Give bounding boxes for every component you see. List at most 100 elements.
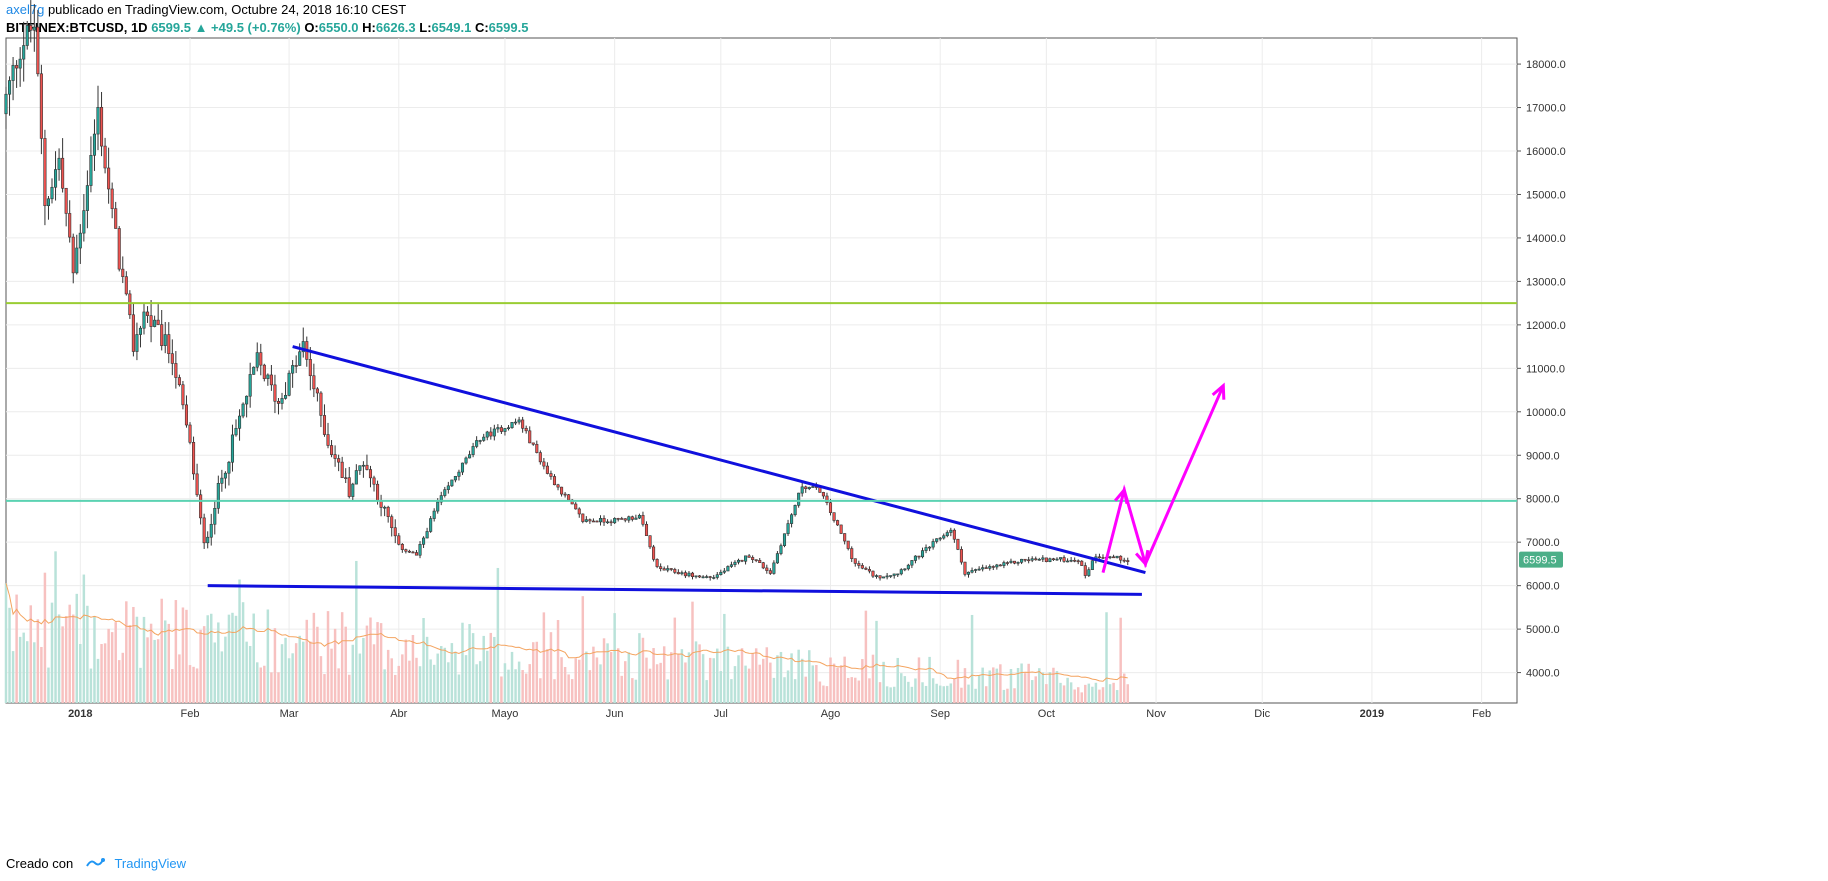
candle-body bbox=[422, 537, 426, 545]
volume-bar bbox=[712, 658, 715, 703]
x-tick-label: Sep bbox=[930, 708, 950, 720]
candle-body bbox=[397, 535, 401, 545]
volume-bar bbox=[471, 633, 475, 703]
tradingview-brand-link[interactable]: TradingView bbox=[114, 856, 187, 871]
drawings[interactable] bbox=[6, 302, 1517, 596]
volume-bar bbox=[25, 641, 29, 703]
volume-bar bbox=[149, 623, 153, 703]
candle-body bbox=[577, 508, 581, 515]
price-axis[interactable]: 4000.0 5000.0 6000.0 7000.0 8000.0 9000.0 1000… bbox=[1517, 59, 1566, 680]
candle-body bbox=[25, 25, 29, 46]
x-tick-label: Ago bbox=[821, 708, 841, 720]
candle-body bbox=[36, 26, 40, 75]
volume-bar bbox=[1027, 663, 1030, 703]
volume-bar bbox=[553, 679, 556, 703]
volume-bar bbox=[588, 670, 592, 703]
candle-body bbox=[358, 465, 362, 471]
volume-bar bbox=[280, 644, 284, 703]
volume-bar bbox=[245, 641, 248, 703]
volume-bar bbox=[818, 681, 822, 703]
candle-body bbox=[206, 536, 210, 544]
volume-bar bbox=[252, 613, 255, 703]
volume-bar bbox=[1108, 684, 1112, 703]
volume-bar bbox=[103, 643, 107, 703]
volume-bar bbox=[903, 676, 907, 703]
candle-body bbox=[393, 527, 397, 537]
candle-body bbox=[655, 559, 659, 567]
candle-body bbox=[383, 506, 387, 509]
candle-body bbox=[57, 157, 61, 170]
volume-bar bbox=[323, 674, 326, 703]
candle-body bbox=[811, 486, 815, 488]
volume-bar bbox=[641, 637, 645, 703]
candle-body bbox=[690, 572, 695, 578]
candle-body bbox=[567, 494, 571, 501]
volume-bar bbox=[949, 683, 953, 703]
candle-body bbox=[262, 364, 266, 379]
volume-bar bbox=[1115, 690, 1119, 703]
candle-body bbox=[100, 107, 104, 147]
volume-bar bbox=[783, 677, 786, 703]
candle-body bbox=[998, 564, 1002, 567]
volume-bar bbox=[800, 658, 804, 703]
high-value: 6626.3 bbox=[375, 20, 416, 35]
volume-bar bbox=[355, 560, 358, 703]
candle-body bbox=[475, 440, 479, 447]
candle-body bbox=[790, 514, 794, 524]
candle-body bbox=[227, 461, 231, 474]
volume-bar bbox=[188, 665, 192, 703]
candle-body bbox=[634, 517, 638, 520]
candle-body bbox=[301, 341, 305, 353]
candle-body bbox=[1112, 556, 1116, 559]
candle-body bbox=[1108, 556, 1112, 559]
x-tick-label: Nov bbox=[1146, 708, 1166, 720]
time-axis[interactable]: 2018 Feb Mar Abr Mayo Jun Jul Ago Sep Oct Nov Dic 20… bbox=[68, 708, 1491, 720]
volume-bar bbox=[305, 619, 309, 703]
candle-body bbox=[1005, 562, 1009, 564]
footer: Creado con TradingView bbox=[6, 856, 186, 872]
y-tick-label: 10000.0 bbox=[1526, 407, 1566, 419]
volume-bar bbox=[199, 629, 202, 703]
candle-body bbox=[683, 572, 687, 577]
volume-bar bbox=[910, 686, 914, 703]
volume-bar bbox=[677, 653, 680, 703]
volume-bar bbox=[312, 612, 316, 703]
candle-body bbox=[181, 384, 185, 406]
candle-body bbox=[560, 486, 564, 495]
volume-bar bbox=[75, 593, 79, 703]
volume-bar bbox=[89, 668, 93, 703]
volume-bar bbox=[287, 658, 291, 703]
volume-bar bbox=[1073, 689, 1076, 703]
candle-body bbox=[71, 236, 75, 274]
volume-bar bbox=[769, 662, 772, 703]
candle-body bbox=[977, 568, 981, 571]
volume-bar bbox=[662, 646, 666, 703]
candle-body bbox=[485, 431, 489, 438]
candle-body bbox=[202, 517, 206, 544]
volume-bar bbox=[29, 605, 33, 703]
candle-body bbox=[252, 366, 256, 375]
candle-body bbox=[602, 518, 606, 523]
volume-bar bbox=[967, 684, 970, 703]
volume-bar bbox=[96, 658, 100, 703]
volume-bar bbox=[18, 636, 22, 703]
candle-body bbox=[882, 576, 886, 579]
volume-bar bbox=[836, 667, 839, 703]
volume-bar bbox=[107, 628, 110, 703]
volume-bar bbox=[1101, 687, 1105, 703]
candle-body bbox=[821, 492, 825, 497]
candle-body bbox=[340, 461, 344, 478]
y-tick-label: 6000.0 bbox=[1526, 581, 1560, 593]
volume-bar bbox=[57, 614, 61, 703]
volume-bar bbox=[86, 605, 89, 703]
candle-body bbox=[503, 428, 507, 432]
volume-bar bbox=[878, 682, 882, 703]
grid bbox=[5, 37, 1518, 704]
volume-bar bbox=[1080, 692, 1083, 703]
volume-bar bbox=[627, 652, 631, 703]
volume-bar bbox=[171, 669, 174, 703]
last-price-label-bg bbox=[1519, 551, 1563, 568]
candle-body bbox=[772, 562, 776, 574]
candle-body bbox=[1055, 558, 1059, 561]
